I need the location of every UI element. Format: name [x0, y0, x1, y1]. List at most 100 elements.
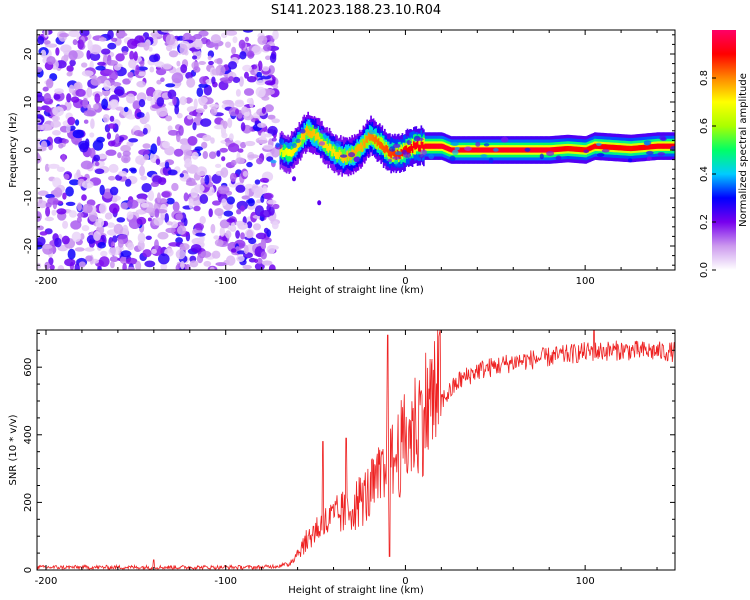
signal-cell	[543, 147, 546, 153]
signal-cell	[569, 146, 571, 152]
noise-cell	[176, 112, 183, 119]
signal-cell	[384, 146, 386, 154]
noise-cell	[196, 112, 202, 119]
colorbar-gradient	[712, 30, 736, 270]
noise-cell	[211, 250, 221, 259]
signal-cell	[579, 146, 581, 153]
noise-cell	[45, 106, 52, 113]
noise-cell	[173, 148, 184, 157]
noise-cell	[231, 46, 237, 55]
signal-cell	[363, 141, 366, 149]
signal-cell	[463, 147, 465, 153]
noise-cell	[127, 266, 135, 270]
signal-cell	[503, 147, 506, 153]
signal-fringe-cell	[392, 143, 401, 149]
signal-cell	[474, 147, 477, 153]
signal-cell	[509, 147, 512, 153]
noise-cell	[42, 244, 53, 249]
noise-cell	[210, 106, 218, 116]
signal-cell	[341, 154, 343, 162]
signal-cell	[480, 147, 483, 153]
signal-cell	[596, 143, 599, 149]
noise-cell	[165, 83, 176, 88]
signal-cell	[279, 148, 282, 156]
signal-cell	[473, 147, 476, 153]
noise-cell	[208, 60, 214, 66]
noise-cell	[138, 99, 146, 108]
noise-cell	[255, 80, 266, 86]
noise-cell	[98, 203, 107, 214]
noise-cell	[138, 149, 150, 156]
signal-fringe-cell	[271, 137, 277, 142]
signal-cell	[488, 147, 491, 153]
noise-cell	[262, 185, 268, 194]
spectrogram-x-ticks: -200 -100 0 100	[35, 30, 658, 287]
noise-cell	[67, 116, 76, 126]
signal-cell	[602, 144, 605, 150]
noise-cell	[78, 140, 90, 150]
noise-cell	[37, 94, 45, 103]
noise-cell	[165, 115, 173, 122]
noise-cell	[44, 216, 54, 222]
signal-cell	[418, 137, 420, 151]
noise-cell	[55, 47, 60, 56]
signal-cell	[318, 136, 321, 144]
noise-cell	[256, 199, 262, 204]
noise-cell	[86, 50, 91, 60]
spectrogram-y-axis-label: Frequency (Hz)	[8, 112, 19, 188]
noise-cell	[135, 155, 146, 165]
noise-cell	[77, 212, 84, 218]
signal-cell	[345, 155, 347, 163]
signal-cell	[609, 144, 611, 150]
noise-cell	[238, 76, 244, 87]
noise-cell	[150, 181, 159, 187]
signal-cell	[502, 147, 504, 153]
signal-cell	[615, 145, 618, 151]
signal-cell	[621, 145, 624, 151]
signal-cell	[436, 143, 439, 149]
signal-cell	[537, 147, 540, 153]
signal-cell	[658, 143, 660, 149]
noise-cell	[37, 225, 44, 231]
signal-cell	[523, 147, 526, 153]
noise-cell	[54, 237, 62, 248]
noise-cell	[37, 106, 44, 111]
signal-fringe-cell	[646, 156, 652, 161]
noise-cell	[50, 120, 62, 128]
noise-cell	[208, 151, 217, 159]
signal-cell	[634, 145, 637, 151]
signal-cell	[670, 143, 673, 149]
noise-cell	[266, 199, 277, 205]
noise-cell	[164, 213, 169, 223]
noise-cell	[226, 218, 236, 223]
y-tick-label: 400	[23, 425, 34, 444]
noise-cell	[109, 186, 119, 196]
noise-cell	[207, 55, 212, 61]
snr-series-line	[36, 329, 676, 571]
noise-cell	[216, 57, 223, 65]
noise-cell	[235, 157, 245, 165]
signal-cell	[439, 143, 442, 149]
signal-cell	[356, 145, 359, 153]
noise-cell	[262, 144, 274, 150]
noise-cell	[292, 176, 296, 182]
noise-cell	[240, 122, 246, 132]
signal-cell	[590, 145, 593, 151]
noise-cell	[168, 50, 179, 58]
noise-cell	[222, 99, 234, 105]
noise-cell	[232, 76, 241, 83]
noise-cell	[139, 165, 145, 177]
noise-cell	[187, 115, 193, 120]
noise-cell	[74, 247, 85, 252]
signal-cell	[385, 144, 387, 152]
noise-cell	[194, 222, 204, 231]
noise-cell	[210, 223, 216, 234]
signal-cell	[558, 146, 561, 152]
noise-cell	[92, 103, 99, 110]
signal-cell	[419, 145, 421, 152]
noise-cell	[214, 208, 224, 216]
noise-cell	[75, 88, 86, 97]
noise-cell	[43, 92, 52, 102]
noise-cell	[229, 172, 237, 182]
signal-cell	[655, 143, 658, 149]
